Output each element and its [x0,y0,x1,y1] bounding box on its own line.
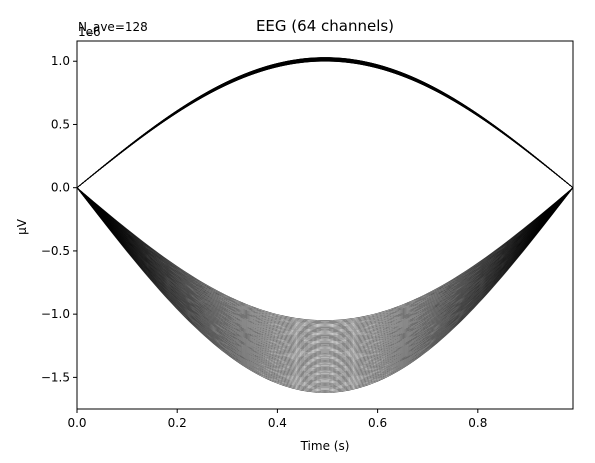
channel-line-2-27 [76,187,574,351]
channel-line-2-40 [76,187,574,366]
channel-line-2-48 [76,187,574,375]
channel-line-2-58 [76,187,574,387]
channel-line-2-30 [76,187,574,354]
channel-line-2-2 [76,187,574,322]
x-axis-label: Time (s) [300,439,350,453]
x-tick-label: 0.4 [268,416,287,430]
channel-line-2-62 [76,187,574,391]
channel-line-2-16 [76,187,574,338]
channel-line-2-60 [76,187,574,389]
channel-line-2-25 [76,187,574,349]
channel-line-2-33 [76,187,574,358]
channel-line-2-29 [76,187,574,353]
channel-line-2-59 [76,187,574,388]
channel-line-2-3 [76,187,574,324]
channel-line-2-20 [76,187,574,343]
channel-line-2-35 [76,187,574,360]
channel-line-2-39 [76,187,574,365]
channel-line-2-32 [76,187,574,357]
channel-line-2-21 [76,187,574,344]
channel-line-2-15 [76,187,574,337]
channel-line-2-4 [76,187,574,325]
y-tick-label: 0.0 [51,181,70,195]
channel-line-2-6 [76,187,574,327]
x-tick-label: 0.0 [67,416,86,430]
channel-line-2-64 [76,187,574,393]
channel-line-2-47 [76,187,574,374]
channel-line-2-41 [76,187,574,367]
channel-line-2-22 [76,187,574,345]
channel-line-2-18 [76,187,574,341]
channel-line-2-26 [76,187,574,350]
channel-line-2-46 [76,187,574,373]
channel-line-2-61 [76,187,574,390]
channel-line-2-43 [76,187,574,369]
channel-line-2-54 [76,187,574,382]
y-axis-ticks: 1.0 0.5 0.0 −0.5 −1.0 −1.5 [41,54,77,384]
channel-line-2-12 [76,187,574,334]
channel-line-2-57 [76,187,574,385]
x-tick-label: 0.6 [368,416,387,430]
channel-line-2-24 [76,187,574,348]
channel-line-2-50 [76,187,574,377]
y-tick-label: 1.0 [51,54,70,68]
channel-line-2-9 [76,187,574,330]
channel-line-2-42 [76,187,574,368]
x-tick-label: 0.2 [168,416,187,430]
channel-line-2-1 [76,187,574,321]
channel-line-2-36 [76,187,574,361]
channel-line-2-53 [76,187,574,381]
channel-line-2-55 [76,187,574,383]
channel-line-2-56 [76,187,574,384]
channel-line-2-5 [76,187,574,326]
channel-line-2-8 [76,187,574,329]
y-axis-label: µV [15,218,29,235]
channel-line-2-31 [76,187,574,356]
channel-line-2-37 [76,187,574,362]
y-tick-label: −1.5 [41,370,70,384]
channel-line-2-17 [76,187,574,340]
channel-line-1-64 [76,57,574,188]
channel-line-2-23 [76,187,574,346]
channel-line-2-51 [76,187,574,378]
channel-line-2-19 [76,187,574,342]
channel-line-2-63 [76,187,574,392]
channel-lines [76,57,574,393]
channel-line-2-13 [76,187,574,335]
channel-line-2-28 [76,187,574,352]
y-offset-text: 1e6 [78,25,101,39]
channel-line-2-44 [76,187,574,370]
y-tick-label: −0.5 [41,244,70,258]
channel-line-2-38 [76,187,574,364]
chart-title: EEG (64 channels) [256,17,394,35]
channel-line-2-49 [76,187,574,376]
y-tick-label: −1.0 [41,307,70,321]
channel-line-2-14 [76,187,574,336]
plot-frame [76,40,574,410]
nave-annotation: N_ave=128 [78,20,148,34]
y-tick-label: 0.5 [51,117,70,131]
channel-line-2-34 [76,187,574,359]
channel-line-2-11 [76,187,574,333]
channel-line-2-7 [76,187,574,328]
channel-line-2-52 [76,187,574,380]
channel-line-2-10 [76,187,574,332]
x-tick-label: 0.8 [468,416,487,430]
channel-line-2-45 [76,187,574,372]
x-axis-ticks: 0.0 0.2 0.4 0.6 0.8 [67,409,487,430]
